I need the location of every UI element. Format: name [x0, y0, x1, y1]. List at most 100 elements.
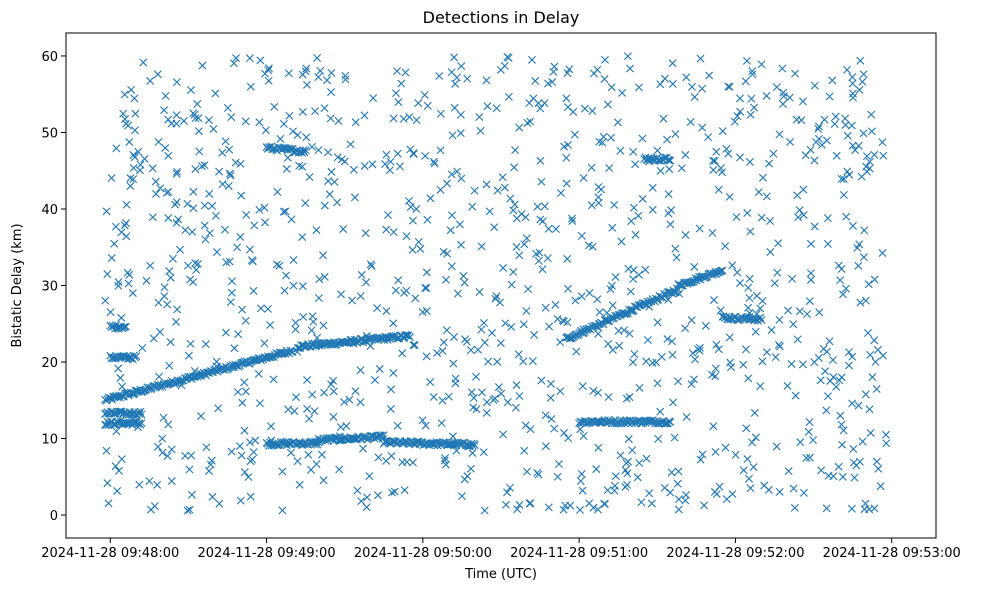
detection-point — [208, 202, 217, 211]
detection-point — [317, 450, 326, 459]
detection-point — [700, 501, 709, 510]
detection-point — [674, 377, 683, 386]
detection-point — [766, 247, 775, 256]
detection-point — [382, 307, 391, 316]
detection-point — [457, 174, 466, 183]
detection-point — [762, 348, 771, 357]
detection-point — [451, 379, 460, 388]
detection-point — [629, 358, 637, 367]
detection-point — [743, 209, 752, 218]
detection-point — [549, 67, 558, 76]
detection-point — [303, 80, 311, 89]
detection-point — [744, 474, 753, 483]
detection-point — [519, 357, 528, 366]
detection-point — [301, 146, 310, 155]
detection-point — [346, 140, 355, 149]
detection-point — [838, 440, 847, 449]
detection-point — [264, 76, 273, 85]
detection-point — [491, 294, 500, 303]
detection-point — [867, 127, 876, 136]
detection-point — [541, 442, 550, 451]
detection-point — [370, 375, 379, 384]
detection-point — [556, 189, 565, 198]
detection-point — [153, 70, 162, 79]
detection-point — [483, 102, 492, 111]
detection-point — [309, 341, 317, 350]
detection-point — [242, 210, 251, 219]
detection-point — [648, 205, 657, 214]
detection-point — [129, 164, 138, 173]
detection-point — [511, 146, 520, 155]
detection-point — [484, 357, 493, 366]
detection-point — [450, 103, 459, 112]
detection-point — [634, 83, 643, 92]
detection-point — [284, 405, 293, 414]
detection-point — [324, 177, 333, 186]
detection-point — [732, 213, 741, 222]
detection-point — [311, 107, 319, 116]
detection-point — [438, 346, 447, 355]
detection-point — [787, 359, 796, 368]
detection-point — [663, 135, 672, 144]
detection-point — [668, 350, 677, 359]
detection-point — [534, 470, 543, 479]
detection-point — [125, 138, 134, 146]
detection-point — [353, 486, 362, 495]
detection-point — [224, 181, 233, 190]
detection-point — [160, 283, 169, 292]
detection-point — [404, 196, 413, 205]
x-tick-label: 2024-11-28 09:53:00 — [823, 546, 961, 561]
detection-point — [855, 85, 864, 94]
detection-point — [751, 327, 760, 336]
detection-point — [165, 361, 174, 370]
detection-point — [466, 346, 475, 355]
detection-point — [394, 98, 403, 107]
detection-point — [139, 58, 148, 67]
detection-point — [111, 222, 120, 231]
detection-point — [368, 160, 377, 169]
detection-point — [718, 266, 727, 275]
detection-point — [571, 296, 580, 305]
detection-point — [671, 130, 680, 139]
detection-point — [757, 213, 766, 222]
detection-point — [698, 123, 707, 132]
detection-point — [389, 319, 398, 328]
detection-point — [537, 177, 546, 186]
detection-point — [836, 276, 845, 285]
detection-point — [806, 239, 815, 248]
detection-point — [726, 358, 735, 367]
detection-point — [537, 376, 546, 385]
detection-point — [362, 278, 371, 287]
detection-point — [504, 92, 513, 101]
detection-point — [748, 438, 757, 447]
detection-point — [201, 235, 210, 244]
detection-point — [546, 393, 555, 402]
detection-point — [198, 61, 207, 70]
detection-point — [229, 59, 238, 68]
detection-point — [263, 304, 272, 313]
detection-point — [320, 104, 329, 113]
detection-point — [551, 300, 560, 309]
detection-point — [804, 427, 813, 436]
detection-point — [117, 455, 126, 464]
detection-point — [836, 411, 845, 420]
detection-point — [506, 483, 514, 492]
detection-point — [690, 93, 699, 102]
detection-point — [202, 443, 211, 452]
detection-point — [449, 359, 458, 368]
detection-point — [767, 326, 776, 335]
detection-point — [238, 398, 247, 407]
detection-point — [172, 111, 181, 120]
detection-point — [710, 156, 719, 165]
detection-point — [839, 426, 848, 435]
detection-point — [366, 342, 375, 351]
detection-point — [741, 77, 750, 86]
detection-point — [493, 186, 502, 195]
detection-point — [616, 451, 625, 460]
detection-point — [520, 240, 529, 249]
detection-point — [278, 506, 287, 515]
detection-point — [468, 449, 477, 458]
detection-point — [340, 398, 349, 407]
detection-point — [305, 414, 314, 423]
detection-point — [795, 307, 804, 316]
